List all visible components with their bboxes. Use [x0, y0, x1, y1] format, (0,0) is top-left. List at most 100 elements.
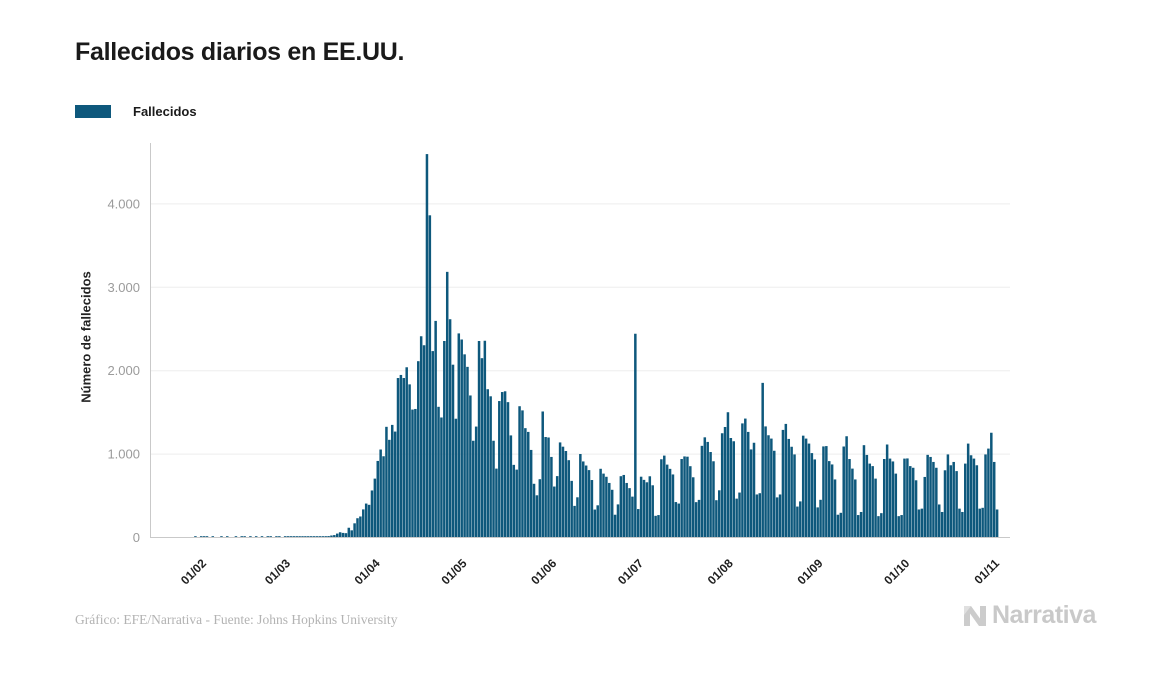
x-tick-label: 01/09 — [794, 556, 825, 587]
bar — [350, 530, 353, 537]
bar — [220, 536, 223, 537]
bar — [547, 437, 550, 537]
bar — [341, 532, 345, 537]
bar — [362, 509, 365, 537]
bar — [454, 418, 458, 537]
bar — [683, 456, 686, 537]
bar — [720, 433, 724, 537]
bar — [558, 442, 562, 537]
bar — [917, 509, 921, 537]
bar — [981, 507, 984, 537]
bar — [425, 154, 429, 537]
bar — [275, 536, 278, 537]
bar — [532, 483, 536, 537]
bar — [356, 518, 359, 537]
bar — [987, 448, 990, 537]
bar — [240, 536, 243, 537]
bar — [500, 392, 504, 537]
bar — [639, 476, 643, 537]
bar — [205, 536, 209, 537]
bar — [894, 473, 898, 537]
bar — [211, 536, 215, 537]
bar — [995, 509, 999, 537]
bar — [978, 508, 981, 537]
bar — [359, 516, 362, 537]
bar — [645, 482, 649, 537]
bar — [801, 435, 805, 537]
bar — [321, 536, 325, 537]
bar — [373, 478, 377, 537]
bar — [651, 485, 654, 537]
bar — [781, 429, 785, 537]
bar — [521, 410, 524, 537]
bar — [584, 465, 588, 537]
bar — [477, 341, 481, 537]
bar — [680, 459, 683, 537]
bar — [929, 456, 932, 537]
y-tick-label: 0 — [133, 530, 140, 545]
bar — [608, 482, 611, 537]
x-tick-label: 01/04 — [352, 556, 383, 587]
bar — [431, 351, 434, 537]
bar-chart-plot: 0 1.000 2.000 3.000 4.000 01/02 01/03 01/04 01/0… — [107, 143, 1010, 587]
bar — [767, 435, 770, 537]
bar — [932, 461, 935, 537]
bar — [506, 402, 510, 537]
bar — [793, 454, 796, 537]
bar — [408, 384, 411, 537]
bar — [865, 454, 869, 537]
bar — [495, 468, 498, 537]
bar — [605, 476, 608, 537]
bar — [315, 536, 319, 537]
narrativa-logo-text: Narrativa — [992, 601, 1096, 629]
bar — [390, 424, 394, 537]
bar — [460, 339, 463, 537]
bar — [969, 455, 973, 537]
bar — [295, 536, 298, 537]
bar — [914, 480, 918, 537]
bar — [202, 536, 206, 537]
bar — [382, 456, 385, 537]
bar — [599, 468, 602, 537]
x-tick-label: 01/08 — [705, 556, 736, 587]
bar — [307, 536, 310, 537]
bar — [249, 536, 252, 537]
bar — [712, 461, 715, 537]
y-tick-label: 4.000 — [107, 196, 140, 211]
bar — [735, 498, 738, 537]
bar — [347, 527, 351, 537]
bar — [804, 438, 808, 537]
bar — [292, 536, 296, 537]
bar — [799, 501, 802, 537]
bar — [671, 474, 675, 537]
bar — [318, 536, 322, 537]
bar — [842, 446, 845, 537]
bar — [657, 515, 660, 537]
bar — [278, 536, 281, 537]
bar — [689, 466, 692, 537]
bar — [732, 441, 735, 537]
bar — [564, 451, 568, 537]
bar — [199, 536, 203, 537]
x-tick-label: 01/02 — [178, 556, 209, 587]
bar — [966, 443, 970, 537]
bar — [448, 319, 452, 537]
bar — [234, 536, 238, 537]
bar — [576, 497, 579, 537]
bar — [648, 476, 652, 537]
bar — [581, 461, 585, 537]
bar — [946, 454, 950, 537]
bar — [813, 459, 817, 537]
bar — [909, 466, 912, 537]
bar — [819, 499, 822, 537]
bar — [515, 469, 518, 537]
bar — [579, 454, 582, 537]
bar — [845, 436, 848, 537]
y-tick-label: 3.000 — [107, 280, 140, 295]
x-tick-label: 01/06 — [528, 556, 559, 587]
bar — [260, 536, 264, 537]
bar — [622, 474, 626, 537]
bar — [810, 453, 814, 537]
bar — [752, 442, 756, 537]
bar — [822, 446, 825, 537]
